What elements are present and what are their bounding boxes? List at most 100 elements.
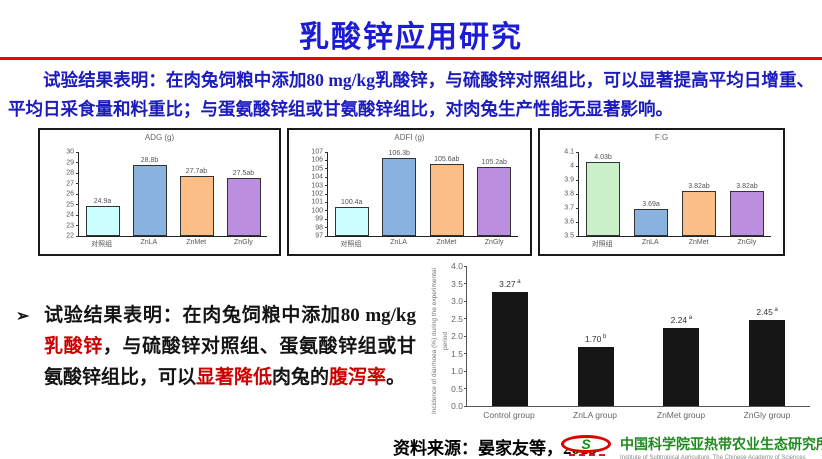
data-source-citation: 资料来源：晏家友等，2015 — [393, 439, 597, 458]
y-axis-tick-label: 0.5 — [451, 383, 463, 394]
y-axis-tick-mark — [325, 185, 328, 187]
y-axis-tick-label: 24 — [66, 211, 74, 219]
significance-letter: a — [515, 278, 521, 285]
chart-diarrhoea-xlabels: Control group ZnLA group ZnMet group ZnGly … — [466, 410, 810, 420]
y-axis-tick-mark — [325, 159, 328, 161]
bar-ZnLA: 28.8b — [132, 157, 167, 236]
x-axis-category-label: ZnMet — [436, 239, 457, 246]
y-axis-tick-mark — [464, 266, 467, 267]
y-axis-tick-mark — [464, 353, 467, 354]
chart-diarrhoea-ylabel: Incidence of diarrhoea (%) during the ex… — [431, 268, 449, 414]
y-axis-tick-mark — [325, 218, 328, 220]
bar-value-label: 2.24 a — [670, 314, 693, 325]
y-axis-tick-label: 98 — [315, 224, 323, 232]
chart-adg-plot: 22 23 24 25 26 27 28 29 30 24.9a 28.8b 27.7ab 27.5ab — [66, 149, 267, 240]
y-axis-tick-mark — [576, 165, 579, 167]
x-axis-category-label: ZnLA — [390, 239, 407, 246]
bar-ZnMet: 105.6ab — [429, 156, 464, 236]
x-axis-category-label: ZnMet group — [656, 410, 706, 420]
bar-对照组: 24.9a — [85, 198, 120, 236]
y-axis-tick-mark — [464, 283, 467, 284]
y-axis-tick-label: 3.5 — [564, 232, 574, 240]
x-axis-category-label: ZnMet — [186, 239, 207, 246]
bar-对照组: 4.03b — [586, 154, 620, 236]
x-axis-category-label: ZnGly group — [743, 410, 791, 420]
y-axis-tick-label: 106 — [311, 156, 323, 164]
y-axis-tick-mark — [325, 176, 328, 178]
chart-adfi-plot: 97 98 99 100 101 102 103 104 105 106 107 100.4a 106.… — [311, 149, 518, 240]
institute-name: 中国科学院亚热带农业生态研究所 Institute of Subtropical… — [620, 434, 822, 459]
bar-value-label: 1.70 b — [584, 333, 607, 344]
y-axis-tick-mark — [325, 152, 328, 153]
y-axis-tick-mark — [76, 152, 79, 153]
bar-value-label: 3.82ab — [688, 183, 710, 191]
chart-diarrhoea-plot: 0.0 0.5 1.0 1.5 2.0 2.5 3.0 3.5 4.0 3.27 a 1.70 b 2… — [451, 261, 810, 411]
bar-value-label: 28.8b — [140, 156, 159, 164]
bar-ZnGly: 27.5ab — [226, 170, 261, 236]
y-axis-tick-label: 1.0 — [451, 366, 463, 376]
y-axis-tick-mark — [325, 227, 328, 229]
y-axis-tick-label: 101 — [311, 198, 323, 206]
chart-fg-xlabels: 对照组 ZnLA ZnMet ZnGly — [578, 239, 771, 249]
bar-ZnLA group: 1.70 b — [577, 334, 614, 406]
y-axis-tick-mark — [76, 162, 79, 163]
y-axis-tick-mark — [76, 225, 79, 226]
y-axis-tick-label: 3.6 — [564, 218, 574, 226]
y-axis-tick-mark — [325, 193, 328, 195]
y-axis-tick-label: 107 — [311, 148, 323, 156]
chart-adfi-xlabels: 对照组 ZnLA ZnMet ZnGly — [327, 239, 518, 249]
bar-ZnMet: 3.82ab — [682, 183, 716, 236]
significance-letter: a — [772, 307, 778, 314]
x-axis-category-label: 对照组 — [591, 241, 613, 248]
bar-value-label: 2.45 a — [756, 307, 778, 318]
y-axis-tick-label: 28 — [66, 169, 74, 177]
y-axis-tick-mark — [76, 214, 79, 216]
institute-name-cn: 中国科学院亚热带农业生态研究所 — [620, 438, 822, 453]
y-axis-tick-mark — [325, 201, 328, 203]
x-axis-category-label: ZnLA — [642, 239, 659, 246]
y-axis-tick-label: 1.5 — [451, 348, 463, 359]
bar-对照组: 100.4a — [334, 199, 369, 236]
x-axis-category-label: ZnLA — [140, 239, 158, 246]
y-axis-tick-label: 4.1 — [564, 148, 574, 156]
y-axis-tick-mark — [576, 152, 579, 153]
y-axis-tick-mark — [464, 318, 467, 319]
institute-name-en: Institute of Subtropical Agriculture, Th… — [620, 455, 806, 459]
y-axis-tick-mark — [576, 179, 579, 181]
y-axis-tick-label: 25 — [66, 201, 74, 208]
y-axis-tick-label: 99 — [315, 215, 323, 223]
bar-ZnGly: 3.82ab — [730, 183, 764, 236]
bar-value-label: 24.9a — [93, 197, 112, 205]
bar-value-label: 100.4a — [341, 199, 363, 207]
y-axis-tick-mark — [76, 235, 79, 237]
y-axis-tick-mark — [576, 221, 579, 223]
bar-ZnMet group: 2.24 a — [663, 315, 700, 406]
x-axis-category-label: Control group — [483, 410, 535, 420]
y-axis-tick-mark — [576, 235, 579, 237]
logo-ellipse-icon: S — [561, 435, 611, 453]
y-axis-tick-mark — [76, 193, 79, 195]
chart-adg-title: ADG (g) — [144, 133, 175, 142]
logo-dash-icon — [569, 454, 605, 456]
y-axis-tick-label: 97 — [315, 232, 323, 240]
y-axis-tick-label: 27 — [66, 180, 74, 187]
chart-fg-title: F:G — [654, 133, 669, 142]
bar-value-label: 105.2ab — [481, 159, 507, 167]
y-axis-tick-label: 3.5 — [451, 278, 463, 289]
bar-value-label: 3.69a — [642, 201, 660, 209]
bullet-text-segment-highlight: 乳酸锌 — [44, 336, 103, 357]
y-axis-tick-label: 104 — [311, 173, 323, 181]
bar-ZnGly group: 2.45 a — [749, 307, 786, 406]
y-axis-tick-label: 3.8 — [564, 190, 574, 198]
y-axis-tick-label: 2.5 — [451, 313, 463, 324]
chart-fg-plot: 3.5 3.6 3.7 3.8 3.9 4 4.1 4.03b 3.69a 3.82ab 3.82a… — [564, 149, 771, 240]
y-axis-tick-label: 26 — [66, 190, 74, 198]
y-axis-tick-label: 2.0 — [451, 331, 463, 341]
institute-logo-icon: S — [561, 435, 613, 456]
bar-ZnGly: 105.2ab — [477, 159, 512, 236]
chart-adfi: ADFI (g) 97 98 99 100 101 102 103 104 105 106 107 1… — [287, 128, 532, 256]
bullet-arrow-icon: ➢ — [16, 308, 30, 325]
y-axis-tick-mark — [576, 193, 579, 195]
y-axis-tick-mark — [464, 370, 467, 372]
result-paragraph-diarrhea: ➢ 试验结果表明：在肉兔饲粮中添加80 mg/kg 乳酸锌，与硫酸锌对照组、蛋氨酸… — [14, 300, 416, 393]
